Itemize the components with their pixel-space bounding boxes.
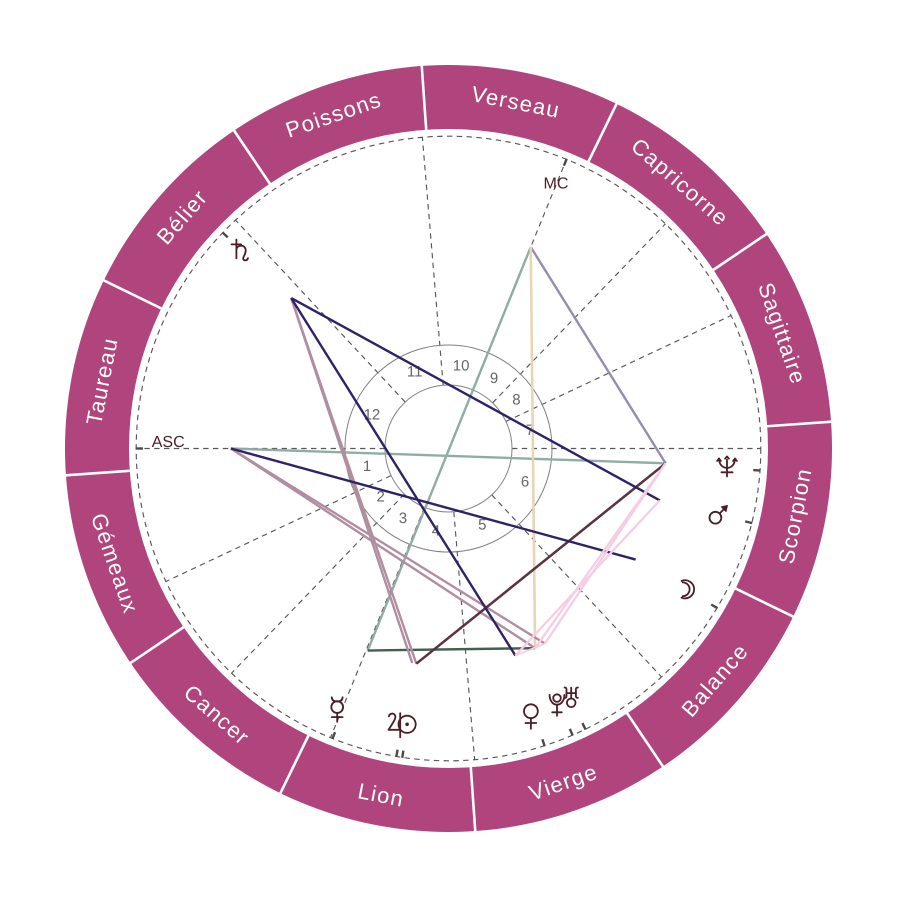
svg-text:12: 12 (364, 407, 381, 424)
svg-text:8: 8 (512, 391, 520, 408)
svg-text:MC: MC (544, 176, 569, 193)
svg-text:2: 2 (376, 489, 384, 506)
svg-text:10: 10 (453, 357, 470, 374)
svg-text:6: 6 (521, 473, 529, 490)
svg-text:3: 3 (399, 510, 407, 527)
svg-text:1: 1 (363, 458, 371, 475)
svg-text:9: 9 (490, 370, 498, 387)
svg-text:4: 4 (432, 523, 440, 540)
svg-text:5: 5 (478, 516, 486, 533)
svg-text:ASC: ASC (152, 434, 185, 451)
